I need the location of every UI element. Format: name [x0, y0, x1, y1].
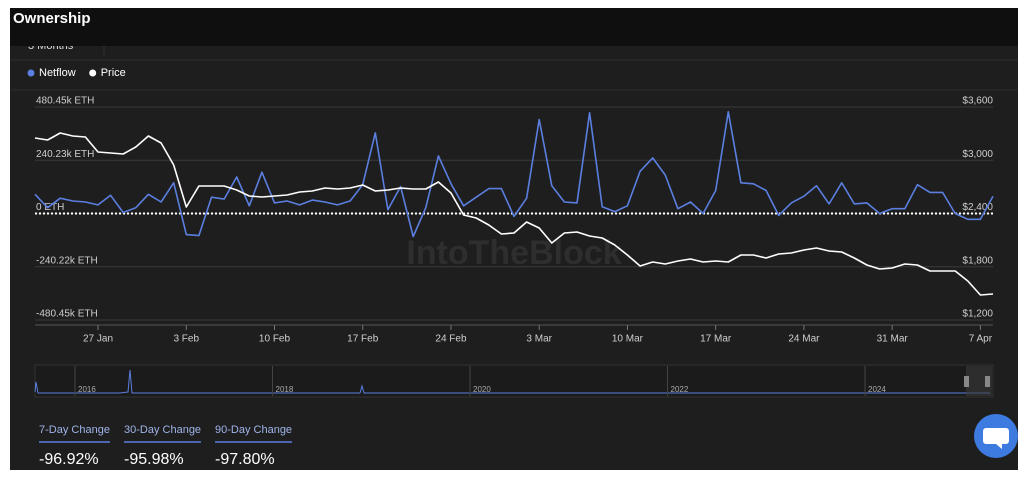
navigator-label: 2020	[473, 385, 491, 394]
range-select[interactable]: 3 Months	[28, 40, 74, 52]
y-tick-label: -240.22k ETH	[36, 255, 98, 266]
navigator-handle[interactable]	[985, 376, 990, 387]
legend-label[interactable]: Price	[101, 67, 126, 79]
y-tick-label: 0 ETH	[36, 202, 64, 213]
watermark: IntoTheBlock	[406, 234, 621, 272]
legend-label[interactable]: Netflow	[39, 67, 76, 79]
change-label[interactable]: 30-Day Change	[124, 424, 201, 436]
series-line	[34, 132, 994, 296]
x-tick-label: 24 Mar	[788, 334, 820, 345]
x-tick-label: 27 Jan	[83, 334, 113, 345]
chat-icon	[983, 428, 1009, 449]
change-value: -96.92%	[39, 451, 99, 468]
x-tick-label: 10 Feb	[259, 334, 291, 345]
y2-tick-label: $1,200	[962, 309, 993, 320]
navigator-label: 2018	[276, 385, 294, 394]
navigator-label: 2024	[868, 385, 886, 394]
y-tick-label: 480.45k ETH	[36, 96, 94, 107]
y-tick-label: -480.45k ETH	[36, 309, 98, 320]
change-value: -95.98%	[124, 451, 184, 468]
title-bar	[10, 8, 1018, 46]
y2-tick-label: $2,400	[962, 202, 993, 213]
change-label[interactable]: 90-Day Change	[215, 424, 292, 436]
title: Ownership	[13, 10, 91, 27]
x-tick-label: 7 Apr	[969, 334, 993, 345]
x-tick-label: 3 Feb	[173, 334, 199, 345]
navigator-label: 2022	[671, 385, 689, 394]
navigator[interactable]	[34, 364, 994, 398]
change-label[interactable]: 7-Day Change	[39, 424, 110, 436]
x-tick-label: 3 Mar	[526, 334, 552, 345]
y2-tick-label: $3,600	[962, 96, 993, 107]
y-tick-label: 240.23k ETH	[36, 149, 94, 160]
navigator-line	[34, 369, 990, 394]
series-line	[34, 111, 994, 238]
x-tick-label: 17 Mar	[700, 334, 732, 345]
navigator-handle[interactable]	[964, 376, 969, 387]
x-tick-label: 31 Mar	[877, 334, 909, 345]
y2-tick-label: $1,800	[962, 255, 993, 266]
x-tick-label: 24 Feb	[435, 334, 467, 345]
change-value: -97.80%	[215, 451, 275, 468]
navigator-label: 2016	[78, 385, 96, 394]
legend-dot	[27, 69, 35, 77]
x-tick-label: 10 Mar	[612, 334, 644, 345]
x-tick-label: 17 Feb	[347, 334, 379, 345]
y2-tick-label: $3,000	[962, 149, 993, 160]
legend-dot	[89, 69, 97, 77]
